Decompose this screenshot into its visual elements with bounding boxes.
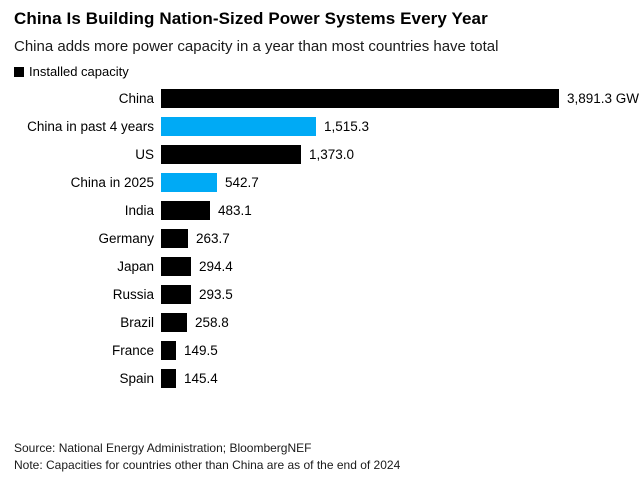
bar-track: 3,891.3 GW	[161, 89, 639, 108]
bar-track: 1,515.3	[161, 117, 629, 136]
bar-row: China in past 4 years 1,515.3	[14, 117, 629, 136]
bar	[161, 145, 301, 164]
bar-row: Russia 293.5	[14, 285, 629, 304]
bar-track: 258.8	[161, 313, 629, 332]
bar-value-label: 149.5	[184, 343, 218, 358]
bar-value-label: 483.1	[218, 203, 252, 218]
bar-row: Spain 145.4	[14, 369, 629, 388]
category-label: Russia	[112, 287, 154, 302]
bar-row: Germany 263.7	[14, 229, 629, 248]
bar	[161, 257, 191, 276]
source-note: Source: National Energy Administration; …	[14, 441, 312, 455]
bar-value-label: 294.4	[199, 259, 233, 274]
bar-track: 293.5	[161, 285, 629, 304]
bar-value-label: 263.7	[196, 231, 230, 246]
bar-track: 1,373.0	[161, 145, 629, 164]
legend: Installed capacity	[14, 64, 629, 79]
category-label: US	[135, 147, 154, 162]
category-label: Germany	[98, 231, 154, 246]
category-label: China in 2025	[70, 175, 154, 190]
bar	[161, 173, 217, 192]
bar-row: Japan 294.4	[14, 257, 629, 276]
bar-row: Brazil 258.8	[14, 313, 629, 332]
category-label: China in past 4 years	[27, 119, 154, 134]
bar-value-label: 293.5	[199, 287, 233, 302]
bar-value-label: 3,891.3 GW	[567, 91, 640, 106]
chart-title: China Is Building Nation-Sized Power Sys…	[14, 9, 488, 28]
chart-subtitle: China adds more power capacity in a year…	[14, 38, 499, 55]
bar-row: India 483.1	[14, 201, 629, 220]
bar	[161, 313, 187, 332]
category-label: France	[111, 343, 154, 358]
legend-label: Installed capacity	[29, 64, 129, 79]
bar-value-label: 258.8	[195, 315, 229, 330]
bar-value-label: 145.4	[184, 371, 218, 386]
bar-track: 294.4	[161, 257, 629, 276]
bar-track: 483.1	[161, 201, 629, 220]
bar	[161, 229, 188, 248]
bar-value-label: 1,373.0	[309, 147, 355, 162]
bar	[161, 369, 176, 388]
bar-value-label: 542.7	[225, 175, 259, 190]
category-label: Spain	[119, 371, 154, 386]
bar-value-label: 1,515.3	[324, 119, 370, 134]
bar-track: 145.4	[161, 369, 629, 388]
category-label: Japan	[117, 259, 154, 274]
bar	[161, 117, 316, 136]
chart-footer: Source: National Energy Administration; …	[14, 440, 629, 474]
category-label: Brazil	[120, 315, 154, 330]
bar-row: China in 2025 542.7	[14, 173, 629, 192]
category-label: India	[124, 203, 154, 218]
bar-row: US 1,373.0	[14, 145, 629, 164]
category-label: China	[118, 91, 154, 106]
bar	[161, 285, 191, 304]
bar-track: 149.5	[161, 341, 629, 360]
footnote: Note: Capacities for countries other tha…	[14, 458, 401, 472]
bar-row: China 3,891.3 GW	[14, 89, 639, 108]
bar-row: France 149.5	[14, 341, 629, 360]
bar-track: 263.7	[161, 229, 629, 248]
bar	[161, 89, 559, 108]
legend-swatch-icon	[14, 66, 24, 77]
bar	[161, 201, 210, 220]
bar-rows: China 3,891.3 GW China in past 4 years 1,51…	[14, 89, 639, 388]
bar-track: 542.7	[161, 173, 629, 192]
bar	[161, 341, 176, 360]
bar-chart: China 3,891.3 GW China in past 4 years 1,51…	[14, 89, 639, 388]
